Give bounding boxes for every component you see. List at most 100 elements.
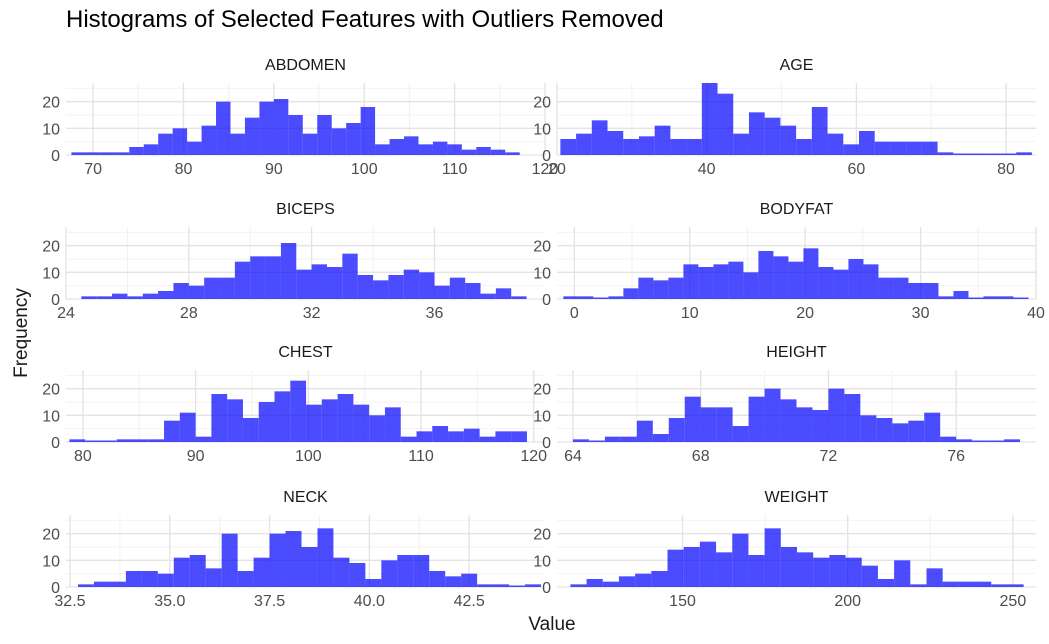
x-tick-label: 36 [426,305,444,322]
histogram-bar [418,144,433,155]
histogram-bar [686,139,702,155]
x-tick-label: 120 [532,161,559,178]
histogram-bar [211,394,228,442]
histogram-bar [296,269,312,299]
x-tick-label: 42.5 [454,593,485,610]
histogram-bar [112,293,128,299]
histogram-bar [317,528,334,587]
histogram-bar [285,531,302,587]
y-tick-label: 10 [533,121,551,138]
histogram-bar [141,571,158,587]
histogram-bar [728,261,744,299]
histogram-bar [713,264,729,299]
histogram-bar [365,579,382,587]
histogram-bar [302,133,318,155]
histogram-bar [172,128,188,155]
histogram-bar [653,280,669,299]
histogram-bar [280,243,297,299]
histogram-bar [638,136,655,155]
histogram-bar [509,585,526,587]
histogram-bar [968,297,984,299]
histogram-bar [942,581,959,587]
histogram-bar [908,283,924,299]
x-tick-label: 80 [175,161,193,178]
histogram-bar [490,149,506,155]
histogram-bar [342,253,358,299]
y-tick-label: 0 [542,292,551,309]
histogram-bar [780,399,797,442]
histogram-bar [311,264,327,299]
histogram-bar [116,439,133,442]
histogram-bar [1004,439,1021,442]
histogram-bar [317,115,332,155]
histogram-bar [748,555,765,587]
histogram-bar [958,581,976,587]
histogram-bar [764,528,781,587]
y-tick-label: 0 [51,580,60,597]
histogram-bar [331,128,347,155]
chart-title: Histograms of Selected Features with Out… [66,6,664,33]
histogram-bar [269,533,286,587]
histogram-bar [796,139,812,155]
histogram-bar [419,272,435,299]
histogram-bar [894,560,911,587]
histogram-bar [684,396,701,442]
histogram-bar [844,394,861,442]
histogram-bar [588,440,605,442]
histogram-bar [349,563,366,587]
histogram-bar [843,144,859,155]
x-tick-label: 40.0 [354,593,385,610]
histogram-bar [572,439,589,442]
histogram-bar [848,259,864,299]
histogram-bar [71,152,86,155]
histogram-bar [803,248,819,299]
histogram-bar [748,112,765,155]
y-tick-label: 20 [533,95,551,112]
histogram-bar [878,277,894,299]
facet-panel-height: HEIGHT 0 10 20 64 68 72 76 [533,344,1036,465]
histogram-bar [114,152,130,155]
histogram-bar [416,431,433,442]
histogram-bar [1007,584,1024,587]
histogram-bar [764,388,781,442]
histogram-bar [813,557,830,587]
facet-strip-label: HEIGHT [766,344,827,361]
histogram-bar [173,557,190,587]
histogram-bar [668,418,685,442]
histogram-bar [953,153,970,155]
histogram-bar [432,141,448,155]
histogram-bar [758,251,774,299]
histogram-bar [353,404,370,442]
histogram-bar [525,584,542,587]
histogram-bar [216,101,231,155]
x-tick-label: 28 [180,305,198,322]
histogram-bar [863,264,879,299]
x-tick-label: 120 [520,448,547,465]
histogram-bar [429,571,446,587]
facet-strip-label: WEIGHT [765,489,829,506]
histogram-bar [921,141,938,155]
histogram-bar [244,117,260,155]
histogram-bar [733,133,749,155]
histogram-bar [876,418,893,442]
histogram-bar [1000,153,1017,155]
histogram-bar [230,133,245,155]
y-tick-label: 20 [533,239,551,256]
histogram-bar [389,139,405,155]
histogram-bar [732,426,749,442]
histogram-bar [683,547,700,587]
histogram-bar [93,581,110,587]
y-tick-label: 10 [42,553,60,570]
histogram-bar [476,147,491,155]
histogram-bar [158,291,174,299]
histogram-bar [926,568,943,587]
histogram-bar [195,436,212,442]
histogram-bar [890,141,907,155]
histogram-bar [586,579,603,587]
histogram-bar [465,283,481,299]
x-tick-label: 20 [796,305,814,322]
histogram-bar [956,439,973,442]
histogram-bar [608,296,624,299]
histogram-bar [404,136,419,155]
histogram-bar [333,557,350,587]
